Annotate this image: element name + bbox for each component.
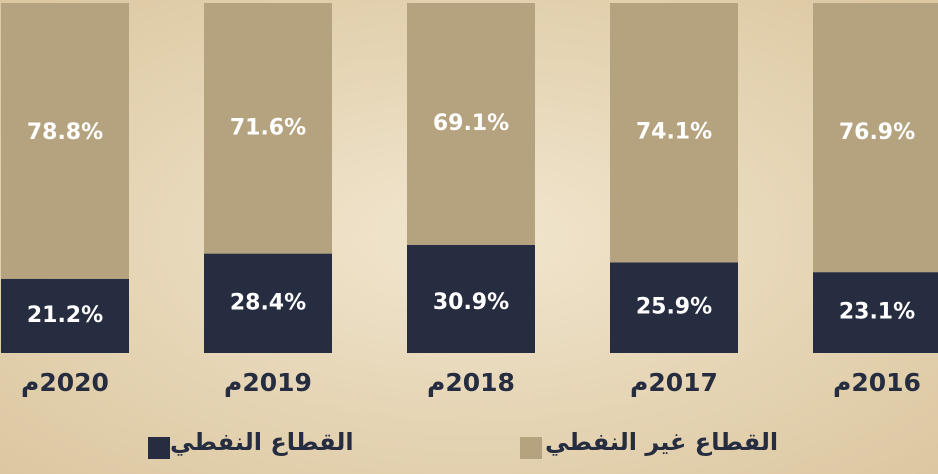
- bar-segment: [204, 3, 332, 254]
- legend-label: القطاع غير النفطي: [545, 428, 778, 456]
- bar-segment: [813, 3, 938, 273]
- value-label: 78.8%: [27, 120, 103, 145]
- bar-segment: [1, 3, 129, 279]
- bar-segment: [610, 262, 738, 353]
- value-label: 28.4%: [230, 290, 306, 315]
- legend-swatch: [148, 437, 170, 459]
- bar-segment: [813, 272, 938, 353]
- x-tick-label: 2019م: [224, 368, 312, 397]
- legend-label: القطاع النفطي: [170, 428, 354, 456]
- value-label: 25.9%: [636, 295, 712, 320]
- value-label: 76.9%: [839, 120, 915, 145]
- value-label: 21.2%: [27, 303, 103, 328]
- bar-segment: [1, 278, 129, 353]
- bar-segment: [204, 253, 332, 353]
- value-label: 69.1%: [433, 111, 509, 136]
- x-tick-label: 2017م: [630, 368, 718, 397]
- bar-segment: [407, 3, 535, 245]
- value-label: 71.6%: [230, 115, 306, 140]
- value-label: 74.1%: [636, 120, 712, 145]
- legend-swatch: [520, 437, 542, 459]
- x-tick-label: 2020م: [21, 368, 109, 397]
- value-label: 30.9%: [433, 290, 509, 315]
- bar-segment: [407, 244, 535, 353]
- x-tick-label: 2016م: [833, 368, 921, 397]
- bar-segment: [610, 3, 738, 263]
- value-label: 23.1%: [839, 300, 915, 325]
- x-tick-label: 2018م: [427, 368, 515, 397]
